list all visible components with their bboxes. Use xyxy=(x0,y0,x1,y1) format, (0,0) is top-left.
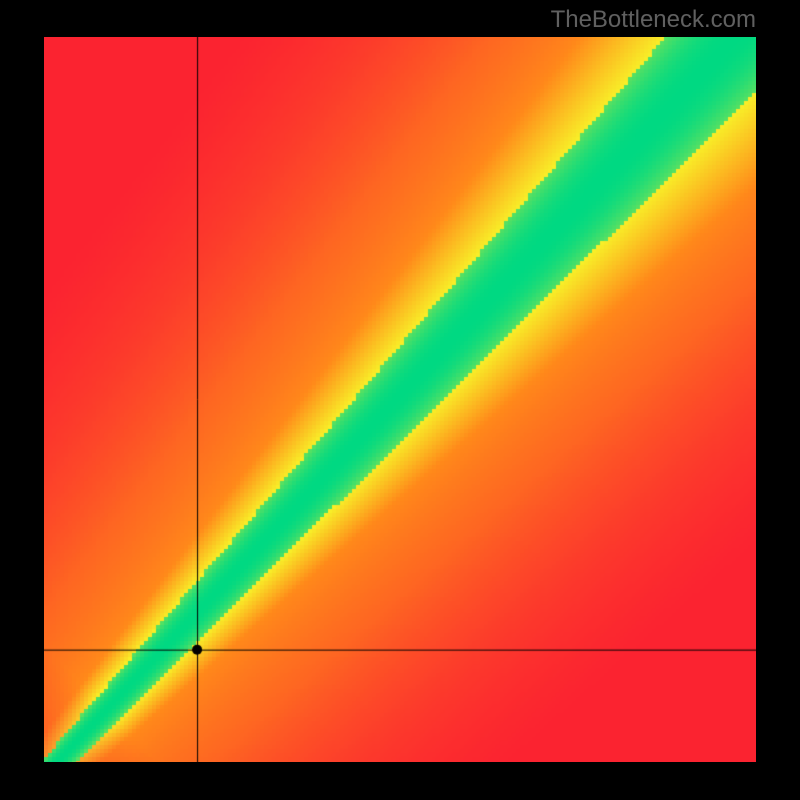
watermark-text: TheBottleneck.com xyxy=(551,6,756,34)
chart-container: TheBottleneck.com xyxy=(0,0,800,800)
bottleneck-heatmap xyxy=(44,37,756,762)
